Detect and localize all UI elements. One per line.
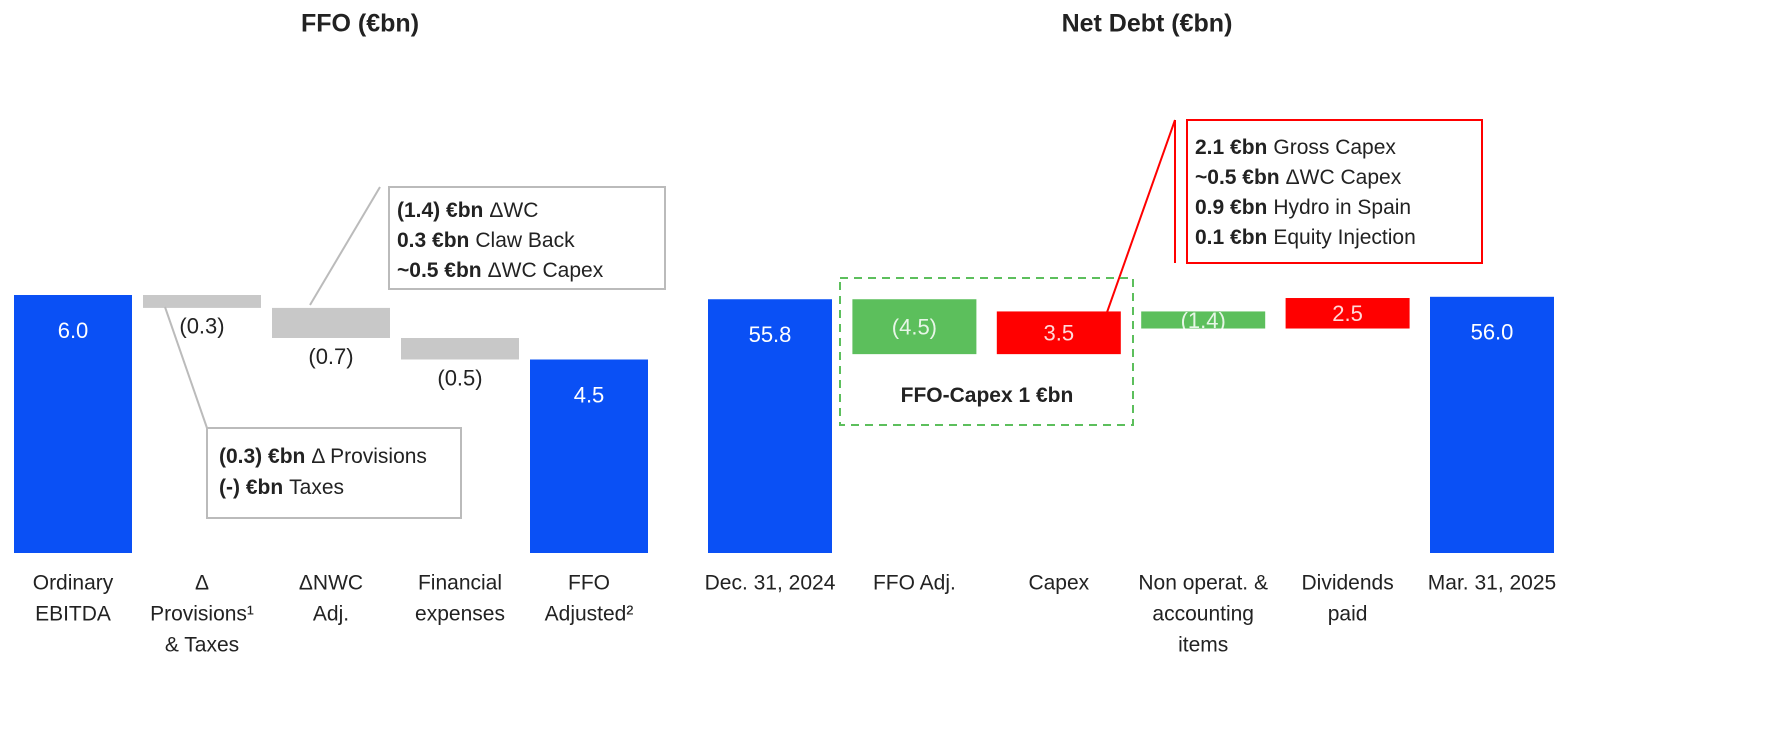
- annotation-text: FFO-Capex 1 €bn: [901, 384, 1074, 407]
- value-label: (0.5): [437, 365, 482, 390]
- annotation-text: 2.1 €bn Gross Capex: [1195, 136, 1396, 159]
- category-label: Adjusted²: [545, 603, 634, 626]
- category-label: FFO Adj.: [873, 572, 956, 595]
- annotation-bold: (0.3) €bn: [219, 445, 305, 468]
- annotation-connector: [309, 186, 381, 306]
- annotation-normal: Taxes: [289, 476, 344, 499]
- annotation-bold: ~0.5 €bn: [1195, 166, 1280, 189]
- category-label: & Taxes: [165, 634, 239, 657]
- annotation-text: (0.3) €bn Δ Provisions: [219, 445, 427, 468]
- chart-title: Net Debt (€bn): [1062, 10, 1233, 38]
- annotation-box: [388, 186, 666, 290]
- annotation-bold: ~0.5 €bn: [397, 259, 482, 282]
- bar: [530, 359, 648, 553]
- value-label: 2.5: [1332, 301, 1363, 326]
- annotation-normal: Δ Provisions: [311, 445, 427, 468]
- bar: [272, 307, 390, 338]
- category-label: Dec. 31, 2024: [705, 572, 836, 595]
- annotation-bold: (-) €bn: [219, 476, 283, 499]
- annotation-bold: 2.1 €bn: [1195, 136, 1267, 159]
- annotation-connector: [164, 306, 208, 429]
- bar: [1141, 311, 1266, 329]
- annotation-normal: ΔWC: [489, 199, 538, 222]
- annotation-text: 0.9 €bn Hydro in Spain: [1195, 196, 1411, 219]
- annotation-bold: 0.3 €bn: [397, 229, 469, 252]
- bar: [143, 295, 261, 308]
- bar: [708, 299, 832, 553]
- category-label: Mar. 31, 2025: [1428, 572, 1556, 595]
- category-label: Financial: [418, 572, 502, 595]
- value-label: 56.0: [1471, 320, 1514, 345]
- bar: [996, 311, 1121, 355]
- annotation-bold: 0.1 €bn: [1195, 226, 1267, 249]
- value-label: (0.3): [179, 314, 224, 339]
- annotation-text: ~0.5 €bn ΔWC Capex: [397, 259, 604, 282]
- value-label: 3.5: [1044, 321, 1075, 346]
- category-label: items: [1178, 634, 1228, 657]
- category-label: ΔNWC: [299, 572, 363, 595]
- value-label: 6.0: [58, 318, 89, 343]
- category-label: Δ: [195, 572, 209, 595]
- annotation-normal: Gross Capex: [1273, 136, 1396, 159]
- annotation-text: 0.3 €bn Claw Back: [397, 229, 575, 252]
- chart-title: FFO (€bn): [301, 10, 419, 38]
- annotation-bold: FFO-Capex 1 €bn: [901, 384, 1074, 407]
- annotation-normal: Equity Injection: [1273, 226, 1415, 249]
- category-label: EBITDA: [35, 603, 111, 626]
- annotation-normal: Claw Back: [475, 229, 575, 252]
- annotation-bold: 0.9 €bn: [1195, 196, 1267, 219]
- bar: [852, 299, 977, 355]
- category-label: Capex: [1028, 572, 1089, 595]
- bar: [14, 295, 132, 553]
- bar: [1285, 298, 1410, 329]
- value-label: (4.5): [892, 315, 937, 340]
- value-label: (0.7): [308, 344, 353, 369]
- annotation-box: [206, 427, 462, 519]
- annotation-normal: ΔWC Capex: [1286, 166, 1402, 189]
- annotation-box: [1186, 119, 1483, 264]
- category-label: Non operat. &: [1138, 572, 1268, 595]
- annotation-box: [839, 277, 1134, 426]
- annotation-text: (-) €bn Taxes: [219, 476, 344, 499]
- bar: [1430, 296, 1554, 553]
- bar: [401, 338, 519, 360]
- category-label: paid: [1328, 603, 1368, 626]
- annotation-bold: (1.4) €bn: [397, 199, 483, 222]
- annotation-text: (1.4) €bn ΔWC: [397, 199, 538, 222]
- category-label: Ordinary: [33, 572, 114, 595]
- value-label: 55.8: [749, 322, 792, 347]
- category-label: Provisions¹: [150, 603, 254, 626]
- annotation-normal: Hydro in Spain: [1273, 196, 1411, 219]
- value-label: (1.4): [1181, 308, 1226, 333]
- annotation-text: 0.1 €bn Equity Injection: [1195, 226, 1416, 249]
- annotation-normal: ΔWC Capex: [488, 259, 604, 282]
- category-label: FFO: [568, 572, 610, 595]
- annotation-connector: [1104, 119, 1176, 319]
- value-label: 4.5: [574, 382, 605, 407]
- annotation-text: ~0.5 €bn ΔWC Capex: [1195, 166, 1402, 189]
- category-label: expenses: [415, 603, 505, 626]
- category-label: Adj.: [313, 603, 349, 626]
- category-label: Dividends: [1301, 572, 1393, 595]
- category-label: accounting: [1152, 603, 1254, 626]
